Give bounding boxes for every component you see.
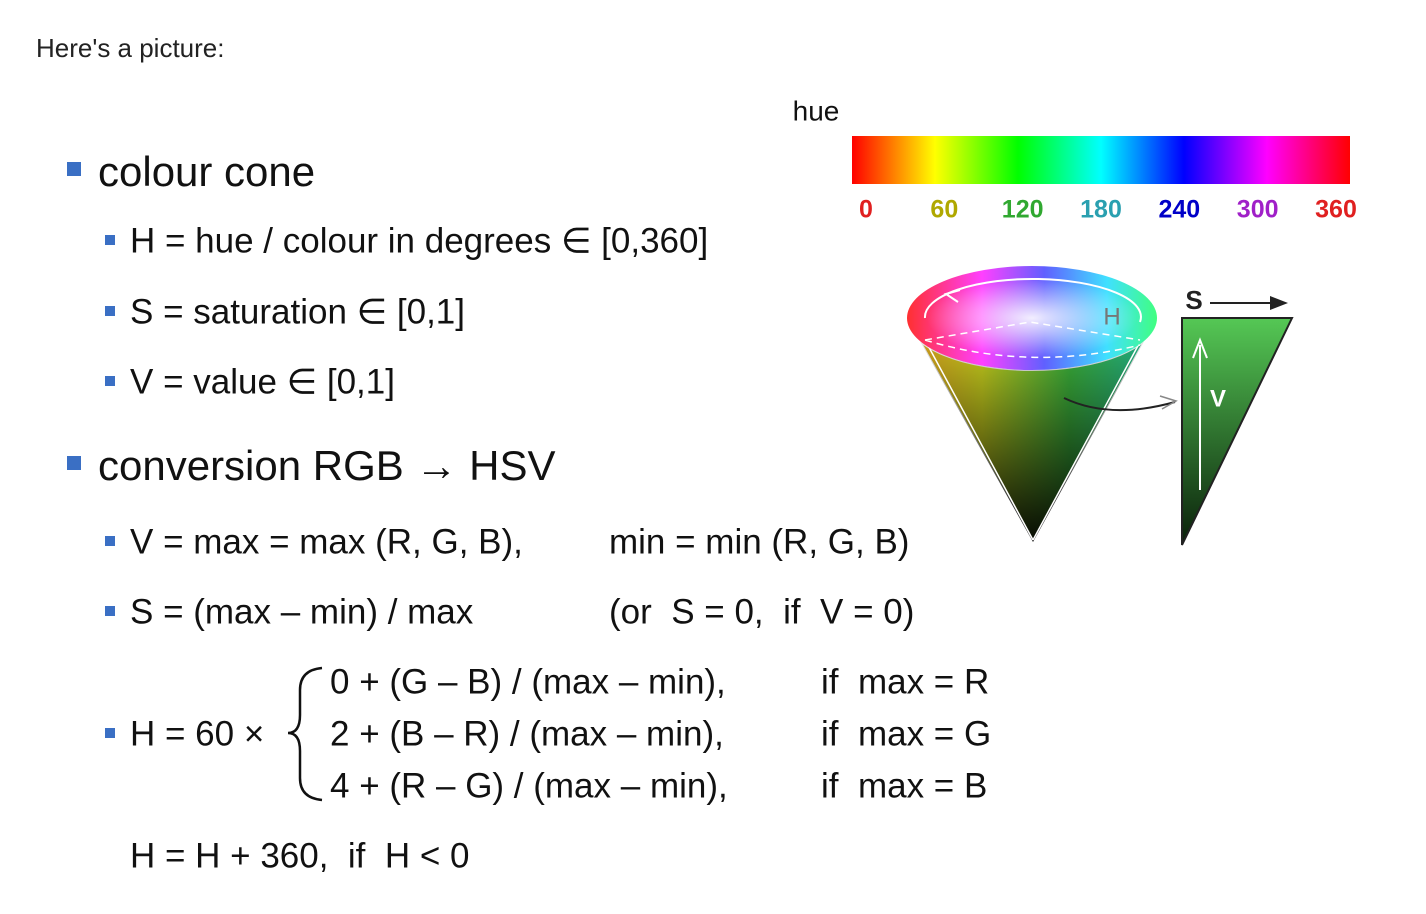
- cone-section: [924, 321, 1141, 359]
- bullet: [105, 235, 115, 245]
- intro-text: Here's a picture:: [36, 33, 225, 63]
- hue-tick-label: 360: [1315, 196, 1357, 224]
- hue-tick-label: 60: [930, 196, 958, 224]
- case-cond: if max = R: [821, 662, 990, 702]
- rotate-arrow-head: [1159, 395, 1178, 410]
- case-expr: 4 + (R – G) / (max – min),: [330, 766, 728, 806]
- formula-note: H = H + 360, if H < 0: [130, 836, 470, 876]
- hue-tick-label: 180: [1080, 196, 1122, 224]
- rotate-arrow: [1063, 397, 1176, 412]
- formula-lhs: H = 60 ×: [130, 714, 265, 754]
- s-arrow-head: [1270, 296, 1288, 310]
- hue-bar: [852, 136, 1350, 184]
- bullet: [105, 728, 115, 738]
- item-aside: (or S = 0, if V = 0): [609, 592, 915, 632]
- cone-shade: [907, 318, 1157, 542]
- cone-top-light: [927, 278, 1137, 358]
- hue-arc: [923, 277, 1142, 323]
- bullet: [67, 456, 81, 470]
- hue-label: hue: [793, 95, 840, 126]
- cone-edge: [924, 339, 1034, 541]
- case-expr: 2 + (B – R) / (max – min),: [330, 714, 724, 754]
- hue-tick-label: 0: [859, 196, 873, 224]
- item: V = max = max (R, G, B),: [130, 522, 523, 562]
- item-aside: min = min (R, G, B): [609, 522, 910, 562]
- item: S = (max – min) / max: [130, 592, 474, 632]
- case-cond: if max = B: [821, 766, 988, 806]
- sv-triangle: [1181, 317, 1294, 546]
- case-expr: 0 + (G – B) / (max – min),: [330, 662, 726, 702]
- brace: [287, 666, 323, 802]
- item: H = hue / colour in degrees ∈ [0,360]: [130, 221, 709, 261]
- bullet: [67, 162, 81, 176]
- cone-h-label: H: [1103, 303, 1120, 330]
- bullet: [105, 376, 115, 386]
- item: S = saturation ∈ [0,1]: [130, 292, 465, 332]
- bullet: [105, 536, 115, 546]
- v-arrow-head: [1192, 337, 1208, 359]
- cone-v-label: V: [1210, 385, 1226, 412]
- hue-tick-label: 240: [1158, 196, 1200, 224]
- hue-tick-label: 300: [1237, 196, 1279, 224]
- cone-edge: [1032, 341, 1141, 541]
- section-title: colour cone: [98, 148, 316, 195]
- case-cond: if max = G: [821, 714, 992, 754]
- hue-tick-label: 120: [1002, 196, 1044, 224]
- section-title: conversion RGB → HSV: [98, 442, 556, 489]
- hue-ticks: 0 60 120 180 240 300 360: [859, 196, 1357, 224]
- cone-s-label: S: [1185, 285, 1202, 315]
- bullet: [105, 306, 115, 316]
- bullet: [105, 606, 115, 616]
- item: V = value ∈ [0,1]: [130, 362, 395, 402]
- hue-arc-head: [943, 289, 961, 303]
